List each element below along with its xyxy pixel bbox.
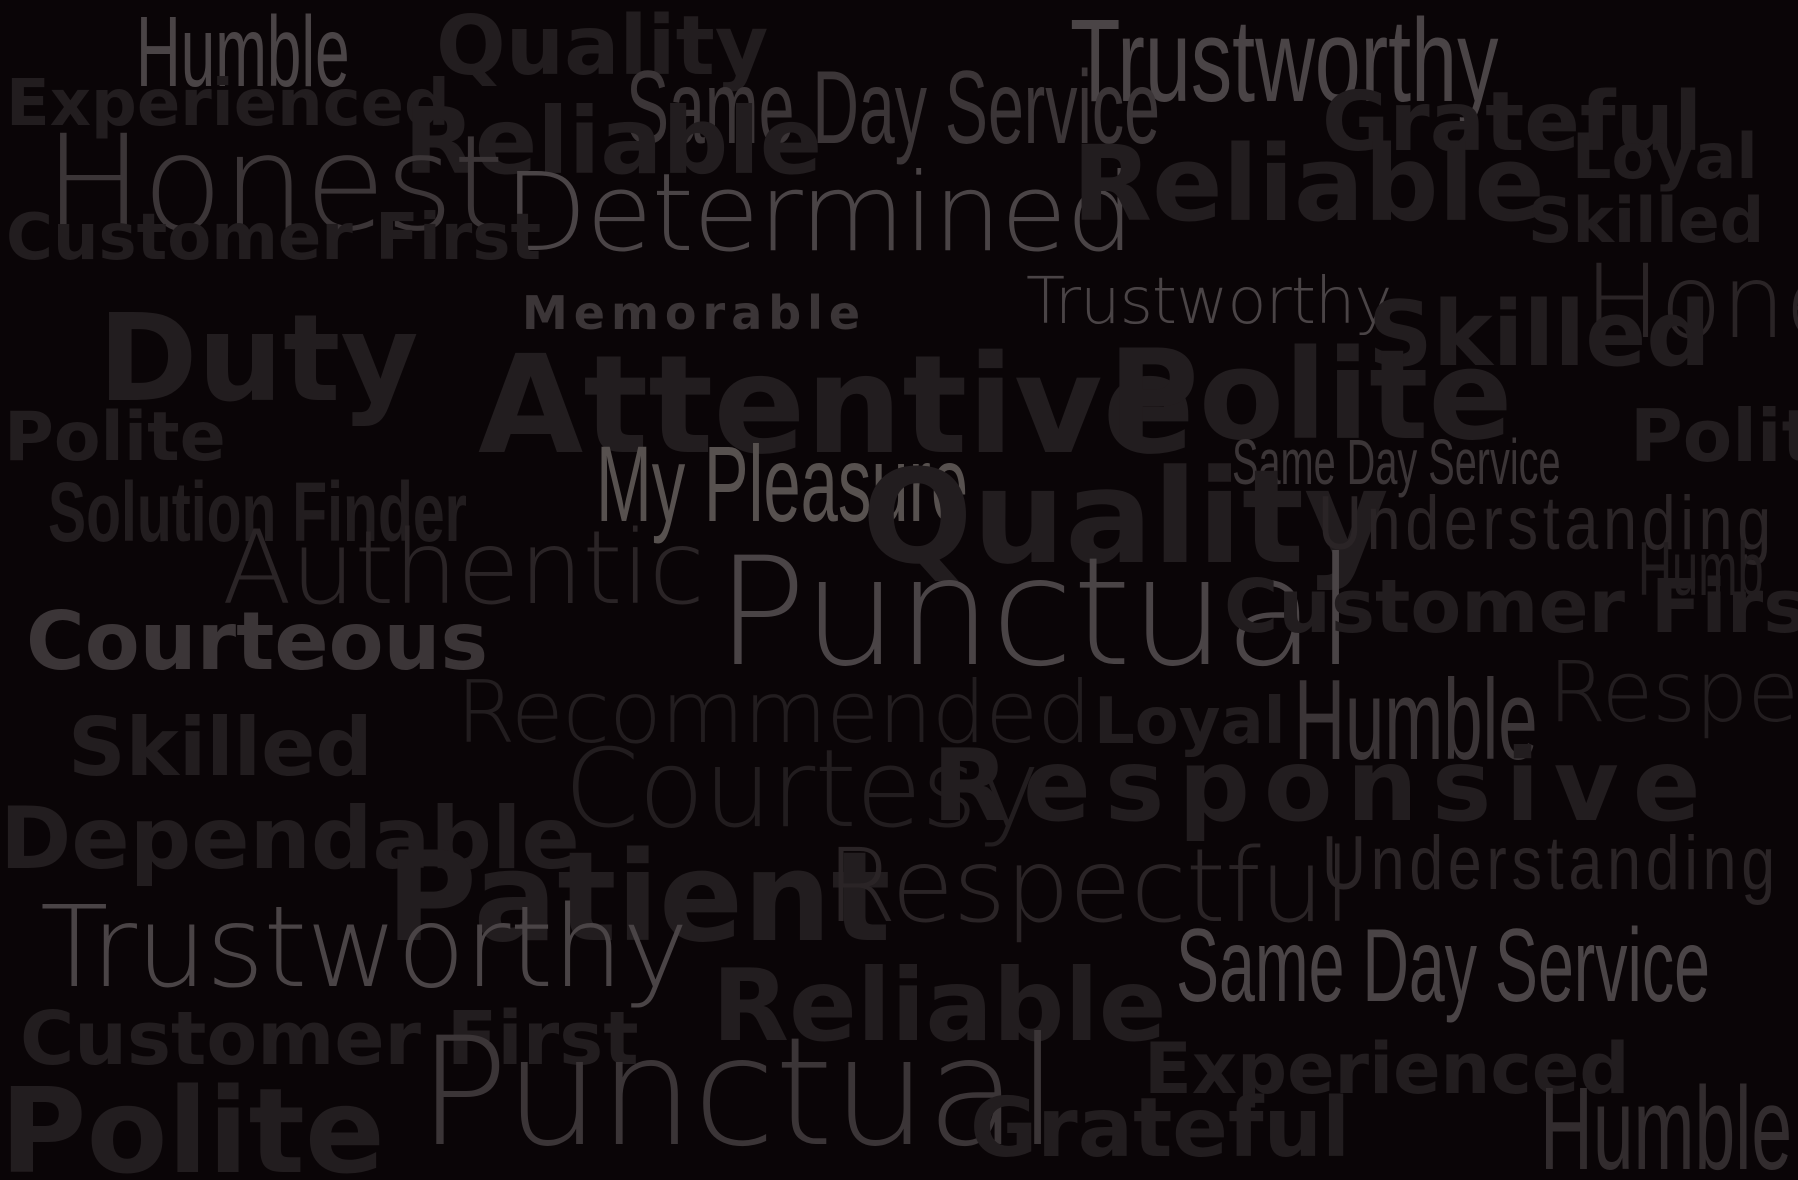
word-grateful-bottom: Grateful <box>970 1081 1351 1176</box>
word-dependable: Dependable <box>0 789 580 889</box>
word-skilled-mid-right: Skilled <box>1368 282 1711 387</box>
word-trustworthy-bottom: Trustworthy <box>40 883 689 1013</box>
word-humble-mid: Humble <box>1294 657 1538 784</box>
word-customer-first-mid: Customer First <box>1224 564 1798 650</box>
word-humble-top: Humble <box>136 0 350 108</box>
word-determined: Determined <box>504 151 1135 276</box>
word-reliable-right: Reliable <box>1072 123 1545 245</box>
word-reliable-bottom: Reliable <box>712 947 1167 1064</box>
word-grateful-top: Grateful <box>1322 75 1703 170</box>
word-honest-left: Honest <box>44 107 504 261</box>
word-trustworthy-top: Trustworthy <box>1070 0 1499 127</box>
word-same-day-service-top: Same Day Service <box>626 50 1160 166</box>
word-loyal-mid: Loyal <box>1094 685 1286 759</box>
word-polite-left: Polite <box>4 398 226 477</box>
word-respect-partial: Respec <box>1548 643 1798 741</box>
word-courtesy: Courtesy <box>564 727 1040 852</box>
word-solution-finder: Solution Finder <box>48 465 467 559</box>
word-patient: Patient <box>386 826 891 970</box>
word-honest-right: Hone <box>1584 243 1798 362</box>
word-same-day-service-bottom: Same Day Service <box>1176 908 1710 1024</box>
word-attentive: Attentive <box>478 327 1195 485</box>
word-punctual-bottom: Punctual <box>418 1006 1059 1180</box>
word-customer-first-bottom: Customer First <box>20 996 639 1082</box>
word-duty: Duty <box>98 290 419 429</box>
word-reliable-top: Reliable <box>404 88 823 195</box>
word-humble-bottom: Humble <box>1540 1063 1793 1180</box>
word-polite-right: Polit <box>1630 394 1798 478</box>
word-authentic: Authentic <box>222 509 705 628</box>
word-quality-top: Quality <box>436 0 769 94</box>
word-polite-mid: Polite <box>1108 324 1513 468</box>
word-courteous: Courteous <box>26 595 489 688</box>
word-polite-bottom: Polite <box>0 1062 385 1180</box>
word-my-pleasure: My Pleasure <box>596 423 969 544</box>
word-humble-partial-right: Humb <box>1638 527 1764 612</box>
word-quality-mid: Quality <box>862 441 1389 593</box>
word-skilled-top-right: Skilled <box>1528 184 1765 257</box>
word-understanding-bottom: Understanding <box>1322 821 1780 906</box>
word-trustworthy-mid: Trustworthy <box>1026 265 1392 339</box>
word-understanding-top: Understanding <box>1318 481 1776 566</box>
word-loyal-top: Loyal <box>1572 120 1758 193</box>
word-punctual-mid: Punctual <box>716 526 1357 700</box>
word-recommended: Recommended <box>456 663 1092 763</box>
word-responsive: Responsive <box>932 727 1715 844</box>
word-respectful: Respectful <box>826 827 1352 946</box>
word-skilled-left: Skilled <box>68 701 373 794</box>
word-memorable: Memorable <box>522 286 867 340</box>
word-experienced-top: Experienced <box>6 67 450 141</box>
word-experienced-bottom: Experienced <box>1144 1028 1630 1110</box>
word-same-day-service-mid: Same Day Service <box>1232 426 1561 498</box>
word-customer-first-top: Customer First <box>6 201 542 275</box>
